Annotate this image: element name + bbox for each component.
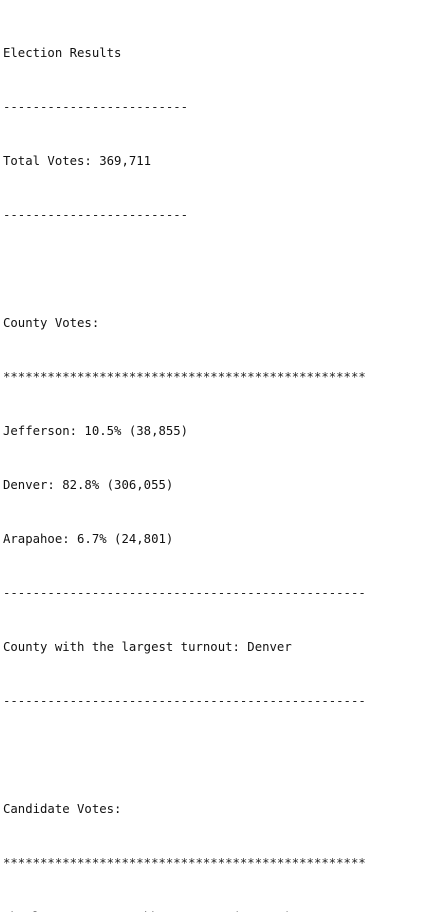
blank-line (3, 746, 443, 764)
long-dash-divider: ----------------------------------------… (3, 586, 366, 600)
candidate-votes-header: Candidate Votes: (3, 802, 122, 816)
short-dash-divider: ------------------------- (3, 208, 189, 222)
blank-line (3, 260, 443, 278)
short-dash-divider: ------------------------- (3, 100, 189, 114)
county-votes-header: County Votes: (3, 316, 100, 330)
star-divider: ****************************************… (3, 370, 366, 384)
county-line: Denver: 82.8% (306,055) (3, 478, 174, 492)
star-divider: ****************************************… (3, 856, 366, 870)
county-line: Jefferson: 10.5% (38,855) (3, 424, 189, 438)
terminal-output: Election Results -----------------------… (3, 8, 443, 912)
candidate-line: Charles Casper Stockham: 23.0% (85,213) (3, 908, 443, 912)
largest-turnout-line: County with the largest turnout: Denver (3, 640, 292, 654)
results-title: Election Results (3, 46, 122, 60)
county-line: Arapahoe: 6.7% (24,801) (3, 532, 174, 546)
total-votes-line: Total Votes: 369,711 (3, 154, 152, 168)
long-dash-divider: ----------------------------------------… (3, 694, 366, 708)
